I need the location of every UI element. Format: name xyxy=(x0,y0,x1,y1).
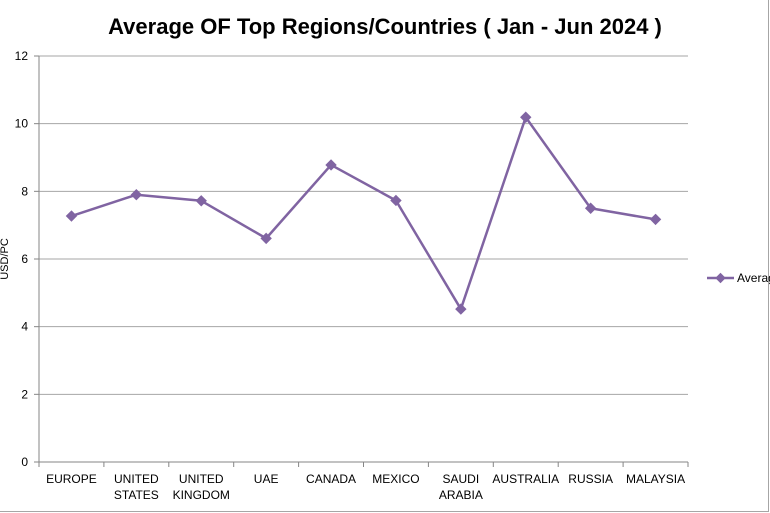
data-point xyxy=(520,111,532,123)
data-point xyxy=(65,210,78,222)
y-tick-label: 2 xyxy=(21,387,28,401)
chart-title: Average OF Top Regions/Countries ( Jan -… xyxy=(108,14,662,39)
x-tick-label-line: UNITED xyxy=(114,472,159,486)
x-tick-label: CANADA xyxy=(306,472,356,486)
series-average xyxy=(65,111,662,315)
x-tick-label-line: UAE xyxy=(254,472,279,486)
y-axis-label: USD/PC xyxy=(0,238,11,280)
y-tick-label: 6 xyxy=(21,252,28,266)
legend: Average xyxy=(707,271,770,285)
x-tick-label: UNITED KINGDOM xyxy=(173,472,230,502)
x-tick-label: MALAYSIA xyxy=(626,472,685,486)
y-tick-label: 10 xyxy=(15,117,29,131)
axes xyxy=(34,55,689,467)
data-point xyxy=(130,189,143,201)
x-tick-label: SAUDI ARABIA xyxy=(439,472,483,502)
data-point xyxy=(390,194,402,207)
x-tick-label-line: MALAYSIA xyxy=(626,472,685,486)
legend-marker xyxy=(715,272,726,284)
x-tick-label-line: SAUDI xyxy=(443,472,480,486)
x-tick-label: EUROPE xyxy=(46,472,97,486)
x-tick-label: MEXICO xyxy=(372,472,419,486)
x-tick-label-line: AUSTRALIA xyxy=(492,472,559,486)
x-tick-label-line: STATES xyxy=(114,488,159,502)
x-tick-label-line: KINGDOM xyxy=(173,488,230,502)
y-tick-labels: 0 2 4 6 8 10 12 xyxy=(15,49,29,469)
x-tick-label-line: UNITED xyxy=(179,472,224,486)
legend-label: Average xyxy=(737,271,770,285)
y-tick-label: 12 xyxy=(15,49,29,63)
data-point xyxy=(455,303,467,315)
y-tick-label: 8 xyxy=(21,184,28,198)
x-tick-label-line: MEXICO xyxy=(372,472,419,486)
x-tick-labels: EUROPE UNITED STATES UNITED KINGDOM UAE CANADA… xyxy=(46,472,685,502)
data-point xyxy=(649,213,662,226)
x-tick-label: RUSSIA xyxy=(568,472,613,486)
data-point xyxy=(260,232,272,245)
x-tick-label-line: ARABIA xyxy=(439,488,483,502)
x-tick-label: AUSTRALIA xyxy=(492,472,559,486)
x-tick-label: UAE xyxy=(254,472,279,486)
series-line xyxy=(71,115,656,311)
data-point xyxy=(325,159,337,171)
x-tick-label-line: EUROPE xyxy=(46,472,97,486)
y-tick-label: 0 xyxy=(21,455,28,469)
data-point xyxy=(584,202,597,214)
x-tick-label: UNITED STATES xyxy=(114,472,159,502)
x-tick-label-line: RUSSIA xyxy=(568,472,613,486)
x-tick-label-line: CANADA xyxy=(306,472,356,486)
y-tick-label: 4 xyxy=(21,320,28,334)
data-point xyxy=(195,195,207,207)
gridlines xyxy=(39,55,688,395)
